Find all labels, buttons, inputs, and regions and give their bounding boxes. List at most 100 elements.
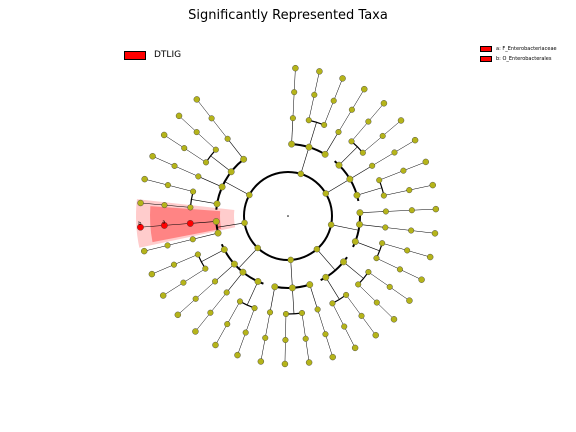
clade-legend-label: b: O_Enterobacterales	[496, 56, 552, 62]
taxon-node	[148, 270, 156, 278]
leaf-branch	[164, 204, 191, 208]
class-node	[289, 284, 296, 292]
leaf-branch	[376, 257, 401, 270]
phylum-branch	[325, 178, 350, 194]
taxon-node	[149, 153, 156, 160]
leaf-branch	[163, 282, 184, 296]
phylum-branch	[238, 247, 258, 269]
phylum-node	[246, 191, 253, 199]
taxon-node	[267, 309, 274, 316]
taxon-node	[355, 281, 362, 288]
leaf-branch	[338, 109, 353, 133]
taxon-node	[189, 236, 196, 243]
taxon-node	[192, 328, 199, 335]
taxon-node	[282, 310, 289, 317]
clade-marker-a: a	[162, 219, 165, 225]
taxon-node	[329, 353, 336, 361]
taxon-node	[341, 323, 348, 330]
taxon-node	[386, 283, 393, 290]
phylum-branch	[300, 147, 310, 174]
leaf-branch	[140, 202, 165, 206]
taxon-node	[376, 177, 383, 184]
clade-legend-swatch	[480, 46, 492, 52]
class-node	[220, 246, 228, 253]
taxon-node	[365, 269, 372, 276]
taxon-node	[408, 207, 415, 214]
class-branch	[227, 138, 244, 160]
highlighted-node	[186, 220, 194, 227]
taxon-node	[236, 298, 243, 305]
leaf-branch	[308, 94, 315, 121]
taxon-node	[391, 149, 398, 156]
taxon-node	[411, 136, 419, 144]
taxon-node	[348, 138, 355, 145]
leaf-branch	[344, 326, 356, 349]
class-branch	[192, 232, 219, 240]
taxon-node	[373, 255, 380, 262]
taxon-node	[223, 289, 230, 296]
leaf-branch	[215, 323, 228, 346]
taxon-node	[257, 358, 265, 365]
class-branch	[355, 241, 380, 252]
taxon-node	[174, 311, 182, 319]
group-legend-label: DTLIG	[154, 50, 182, 60]
root-node	[287, 215, 289, 217]
leaf-branch	[361, 315, 376, 336]
taxon-node	[321, 121, 328, 128]
clade-marker-b: b	[138, 221, 141, 227]
leaf-branch	[411, 208, 436, 211]
taxon-node	[212, 341, 219, 349]
class-branch	[309, 284, 318, 310]
taxon-node	[380, 100, 388, 107]
taxon-node	[251, 305, 258, 312]
group-legend: DTLIG	[124, 50, 181, 60]
taxon-node	[181, 145, 188, 152]
taxon-node	[208, 115, 215, 122]
taxon-node	[234, 351, 241, 359]
taxon-node	[373, 299, 380, 306]
taxon-node	[382, 208, 389, 215]
taxon-node	[141, 175, 148, 183]
leaf-branch	[144, 178, 168, 186]
leaf-branch	[389, 286, 410, 301]
leaf-branch	[372, 152, 395, 167]
class-branch	[292, 287, 295, 314]
class-node	[322, 273, 330, 281]
class-branch	[359, 211, 386, 213]
class-branch	[356, 187, 382, 196]
taxon-node	[262, 334, 269, 341]
leaf-branch	[210, 292, 227, 313]
highlight-wedge-family	[149, 206, 222, 243]
phylum-node	[254, 244, 261, 252]
phylum-node	[327, 221, 335, 228]
class-node	[254, 278, 262, 285]
leaf-branch	[292, 92, 295, 119]
taxon-node	[365, 118, 372, 125]
taxon-node	[202, 159, 209, 166]
leaf-branch	[167, 184, 194, 192]
clade-legend-swatch	[480, 56, 492, 62]
class-node	[212, 218, 220, 225]
class-node	[218, 183, 226, 191]
leaf-branch	[383, 189, 410, 196]
taxon-node	[137, 199, 144, 207]
class-node	[213, 200, 221, 208]
taxon-node	[212, 278, 219, 285]
class-node	[353, 191, 361, 199]
taxon-node	[359, 149, 366, 156]
taxon-node	[175, 112, 183, 120]
leaf-branch	[196, 131, 217, 150]
taxon-node	[187, 204, 194, 211]
leaf-branch	[164, 134, 185, 149]
leaf-branch	[140, 225, 165, 228]
class-node	[288, 140, 295, 148]
phylum-branch	[216, 222, 245, 228]
clade-legend: a: F_Enterobacteriaceae b: O_Enterobacte…	[480, 44, 557, 64]
leaf-branch	[394, 139, 416, 153]
taxon-node	[193, 129, 200, 136]
clade-legend-row: a: F_Enterobacteriaceae	[480, 44, 557, 54]
leaf-branch	[174, 165, 199, 177]
taxon-node	[426, 253, 434, 261]
taxon-node	[281, 360, 289, 368]
leaf-branch	[237, 332, 246, 356]
